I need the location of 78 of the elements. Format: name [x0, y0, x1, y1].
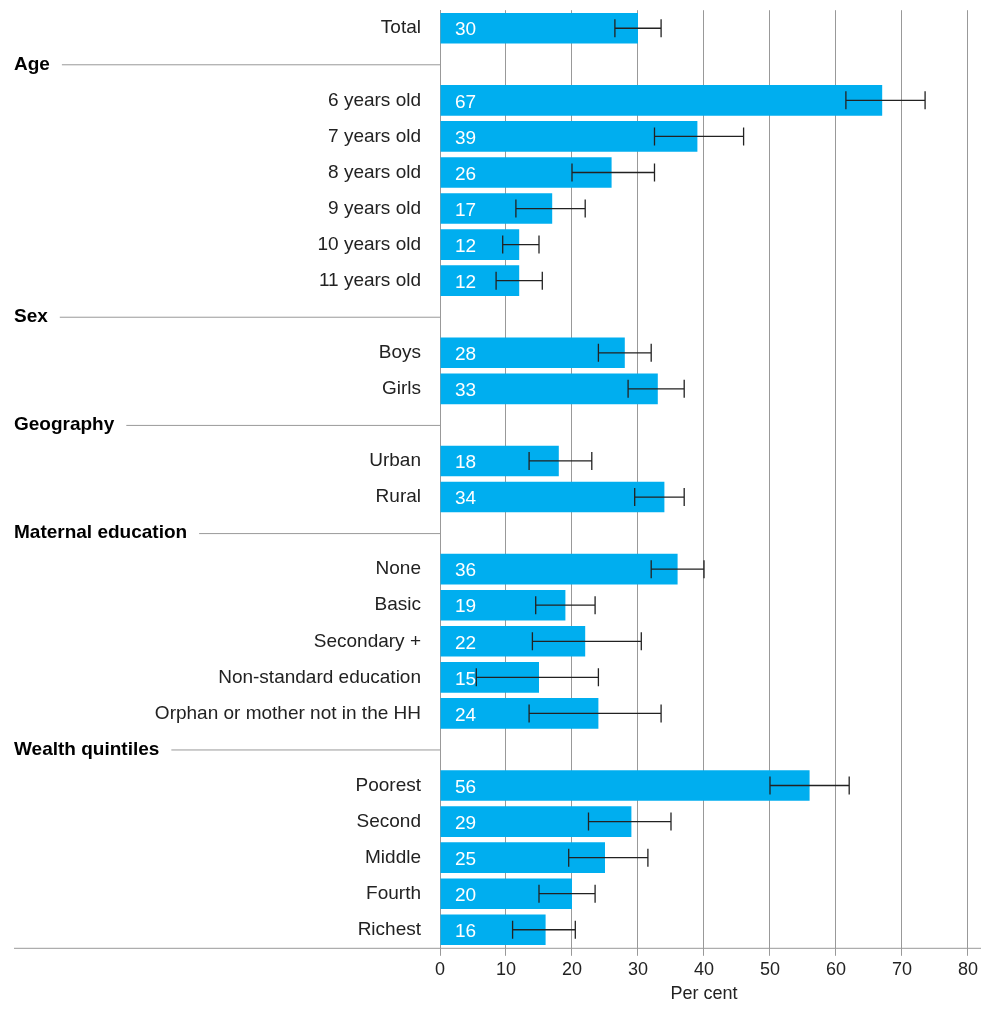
x-axis-title: Per cent: [670, 983, 738, 1004]
bar: [440, 121, 698, 152]
bar: [440, 229, 520, 260]
bar: [440, 625, 586, 657]
data-label: 67: [455, 90, 477, 112]
data-label: 17: [455, 198, 477, 220]
data-label: 18: [455, 451, 477, 473]
y-tick-label: Urban: [369, 449, 421, 471]
y-tick-label: Boys: [378, 341, 421, 363]
data-label: 28: [455, 343, 477, 365]
bar: [440, 481, 665, 513]
data-label: 56: [455, 775, 477, 797]
bar: [440, 878, 572, 910]
y-tick-label: Richest: [357, 918, 422, 939]
y-tick-label: 6 years old: [328, 88, 421, 110]
x-tick-label: 70: [891, 958, 913, 979]
y-tick-label: None: [375, 557, 421, 579]
y-tick-label: Girls: [381, 377, 421, 399]
text: Geography: [14, 413, 115, 435]
bar: [440, 698, 599, 729]
bar: [440, 770, 810, 801]
y-tick-label: Secondary +: [313, 629, 421, 651]
bar: [440, 373, 658, 405]
data-label: 34: [455, 487, 477, 509]
x-tick-label: 60: [825, 958, 847, 979]
bar: [440, 12, 638, 44]
x-tick-label: 30: [627, 958, 649, 979]
x-tick-label: 50: [759, 958, 781, 979]
bar: [440, 193, 553, 224]
x-tick-label: 10: [495, 958, 517, 979]
data-label: 36: [455, 559, 477, 581]
y-tick-label: 11 years old: [318, 268, 421, 290]
data-label: 12: [455, 270, 477, 292]
data-label: 16: [455, 920, 477, 941]
text: Wealth quintiles: [14, 737, 160, 759]
bar: [440, 553, 678, 585]
x-tick-label: 40: [693, 958, 715, 979]
y-tick-label: Fourth: [366, 881, 421, 903]
bar: [440, 85, 883, 116]
data-label: 30: [455, 18, 477, 40]
data-label: 22: [455, 631, 477, 653]
data-label: 39: [455, 126, 477, 148]
bar: [440, 662, 539, 693]
y-tick-label: Total: [380, 16, 421, 38]
bar: [440, 842, 605, 873]
bar: [440, 806, 632, 837]
text: Age: [14, 52, 50, 74]
data-label: 19: [455, 595, 477, 617]
bar: [440, 589, 566, 621]
y-tick-label: Non-standard education: [218, 665, 421, 687]
data-label: 12: [455, 234, 477, 256]
x-tick-label: 80: [957, 958, 978, 979]
text: Sex: [14, 304, 49, 326]
data-label: 33: [455, 379, 477, 401]
data-label: 20: [455, 883, 477, 905]
bar: [440, 914, 546, 946]
y-tick-label: Middle: [365, 845, 421, 867]
data-label: 26: [455, 162, 477, 184]
y-tick-label: Basic: [374, 593, 421, 615]
bar: [440, 337, 625, 369]
data-label: 24: [455, 703, 477, 725]
y-tick-label: 7 years old: [328, 124, 421, 146]
y-tick-label: Rural: [375, 485, 421, 507]
data-label: 29: [455, 811, 477, 833]
data-label: 25: [455, 847, 477, 869]
y-tick-label: Second: [356, 809, 421, 831]
bar: [440, 265, 520, 296]
y-tick-label: Poorest: [355, 773, 422, 795]
x-tick-label: 20: [561, 958, 583, 979]
text: Maternal education: [14, 521, 188, 543]
y-tick-label: 8 years old: [328, 160, 421, 182]
bar: [440, 445, 559, 477]
y-tick-label: Orphan or mother not in the HH: [154, 701, 421, 723]
y-tick-label: 10 years old: [317, 232, 421, 254]
y-tick-label: 9 years old: [328, 196, 421, 218]
bar: [440, 157, 612, 188]
x-tick-label: 0: [434, 958, 446, 979]
data-label: 15: [455, 667, 477, 689]
